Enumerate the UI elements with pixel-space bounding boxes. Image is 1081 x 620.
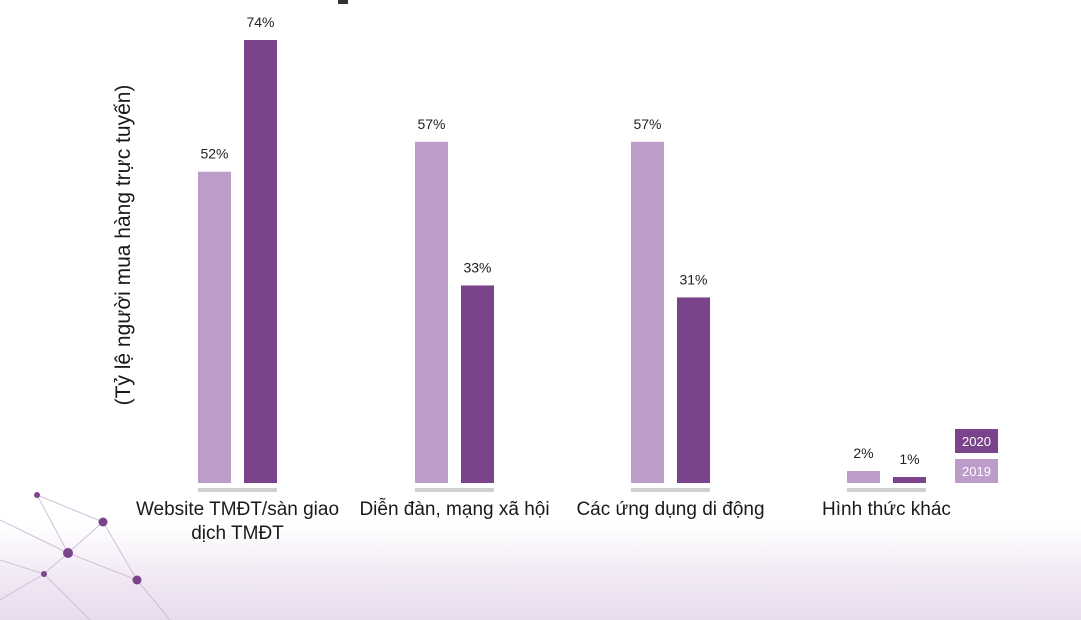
network-node (98, 517, 108, 527)
data-label-2019-1: 57% (417, 116, 445, 132)
network-node (41, 571, 47, 577)
bars (198, 40, 926, 483)
network-node (34, 492, 40, 498)
category-baselines (198, 488, 926, 492)
legend-label-2019: 2019 (962, 464, 991, 479)
category-label-2: Các ứng dụng di động (576, 499, 764, 520)
cropped-title-fragment (338, 0, 348, 4)
network-line (36, 494, 69, 554)
network-line (67, 552, 138, 581)
network-line (43, 573, 91, 620)
legend-swatch-2019 (955, 459, 998, 483)
category-label-3: Hình thức khác (822, 499, 951, 520)
data-labels: 52% 74% 57% 33% 57% 31% 2% 1% (200, 14, 919, 467)
network-node (132, 575, 142, 585)
data-label-2020-2: 31% (679, 271, 707, 287)
bar-2019-1 (415, 141, 448, 483)
data-label-2019-0: 52% (200, 146, 228, 162)
y-axis-label: (Tỷ lệ người mua hàng trực tuyến) (112, 85, 135, 406)
legend-label-2020: 2020 (962, 434, 991, 449)
category-label-0: Website TMĐT/sàn giao dịch TMĐT (136, 499, 339, 544)
bar-2019-0 (198, 171, 231, 483)
network-line (0, 519, 69, 554)
data-label-2019-2: 57% (633, 116, 661, 132)
category-baseline (415, 488, 494, 492)
network-line (67, 521, 104, 554)
category-label-1: Diễn đàn, mạng xã hội (359, 498, 549, 520)
network-line (136, 579, 171, 620)
data-label-2020-0: 74% (246, 14, 274, 30)
bar-2019-2 (631, 141, 664, 483)
bar-2019-3 (847, 471, 880, 483)
category-baseline (847, 488, 926, 492)
network-line (36, 494, 104, 523)
data-label-2020-1: 33% (463, 259, 491, 275)
category-baseline (198, 488, 277, 492)
bar-2020-3 (893, 477, 926, 483)
category-labels: Website TMĐT/sàn giao dịch TMĐT Diễn đàn, … (136, 498, 951, 544)
network-line (102, 521, 138, 581)
bar-2020-0 (244, 40, 277, 483)
legend: 2020 2019 (955, 429, 998, 483)
category-baseline (631, 488, 710, 492)
network-line (0, 559, 45, 575)
network-line (43, 552, 69, 575)
data-label-2020-3: 1% (899, 451, 919, 467)
network-decoration (0, 0, 348, 620)
legend-swatch-2020 (955, 429, 998, 453)
bar-2020-1 (461, 285, 494, 483)
data-label-2019-3: 2% (853, 445, 873, 461)
bar-2020-2 (677, 297, 710, 483)
network-line (0, 573, 45, 601)
network-node (63, 548, 73, 558)
